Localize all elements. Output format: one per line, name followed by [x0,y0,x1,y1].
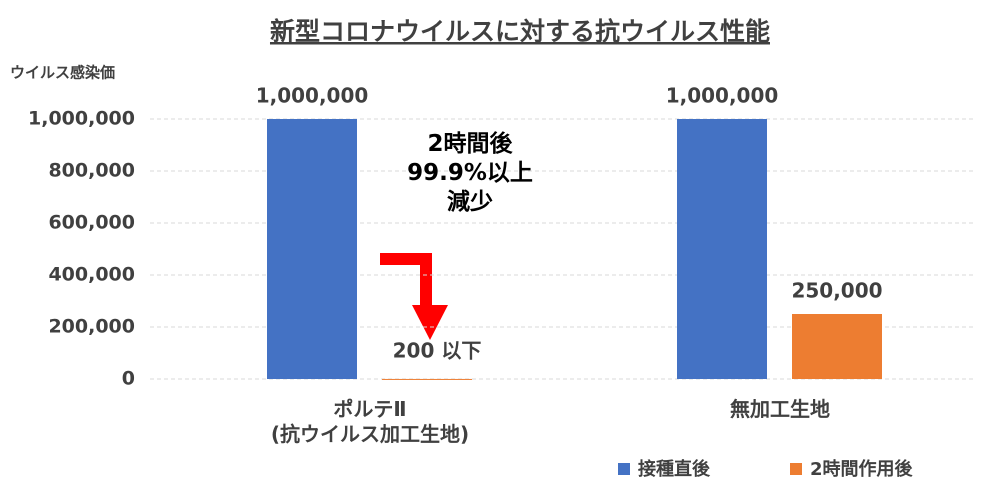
data-label: 1,000,000 [666,84,779,108]
y-tick-label: 200,000 [48,316,135,338]
data-label: 1,000,000 [256,84,369,108]
bar [677,119,767,379]
annotation: 2時間後 99.9%以上 減少 [407,131,533,215]
y-tick-label: 800,000 [48,160,135,182]
y-tick-label: 400,000 [48,264,135,286]
bar [792,314,882,379]
bar [267,119,357,379]
x-tick-label: ポルテⅡ (抗ウイルス加工生地) [270,397,470,446]
x-tick-label: 無加工生地 [730,397,830,421]
bar [382,378,472,380]
y-tick-label: 0 [122,368,135,390]
y-tick-label: 600,000 [48,212,135,234]
y-axis-label: ウイルス感染価 [10,64,115,82]
chart-title: 新型コロナウイルスに対する抗ウイルス性能 [270,17,770,46]
data-label: 200 以下 [393,338,482,362]
legend-swatch [790,463,802,475]
y-tick-label: 1,000,000 [28,108,135,130]
data-label: 250,000 [791,279,882,303]
legend-label: 接種直後 [638,458,711,480]
legend-label: 2時間作用後 [810,458,914,480]
legend-swatch [618,463,630,475]
